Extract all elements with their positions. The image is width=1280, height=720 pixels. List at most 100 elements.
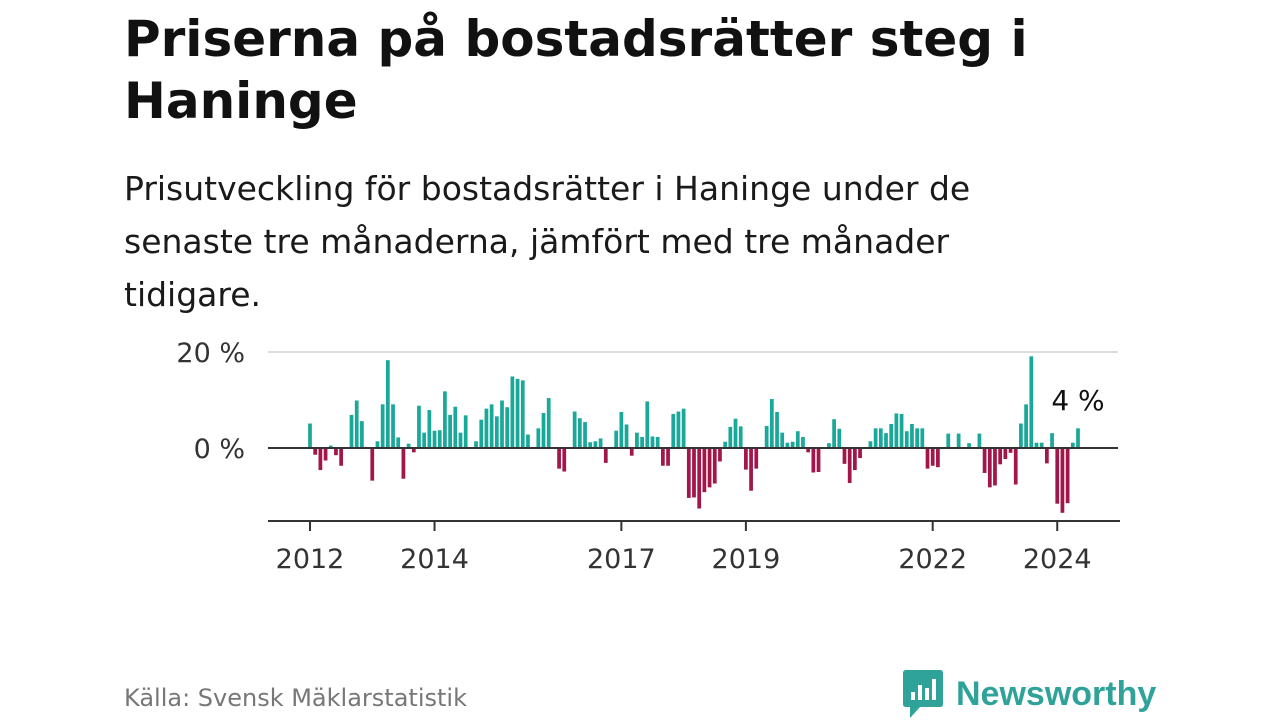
bar-57 [603, 448, 608, 463]
bar-123 [946, 433, 951, 448]
bar-109 [873, 428, 878, 448]
bar-145 [1060, 448, 1065, 513]
bar-101 [832, 419, 836, 448]
bar-131 [987, 448, 992, 488]
bar-37 [500, 400, 504, 448]
bar-133 [998, 448, 1003, 465]
bar-141 [1039, 442, 1044, 448]
bar-86 [754, 448, 759, 469]
bar-140 [1034, 442, 1039, 448]
bar-94 [795, 431, 800, 448]
bar-36 [494, 416, 499, 448]
bar-12 [370, 448, 375, 481]
bar-22 [422, 432, 427, 448]
bar-54 [588, 442, 593, 448]
bar-79 [718, 448, 722, 462]
bar-17 [396, 437, 401, 448]
bar-129 [977, 433, 982, 448]
bar-38 [505, 407, 510, 448]
bar-18 [401, 448, 406, 479]
newsworthy-logo: Newsworthy [902, 668, 1156, 720]
bar-85 [749, 448, 753, 491]
bar-34 [484, 408, 489, 448]
bar-0 [308, 423, 312, 448]
bar-97 [811, 448, 816, 473]
bar-27 [448, 414, 452, 448]
x-tick-label: 2019 [712, 544, 781, 575]
x-tick-label: 2024 [1023, 544, 1092, 575]
bar-116 [910, 424, 914, 448]
bar-55 [593, 441, 598, 448]
bar-142 [1045, 448, 1049, 464]
bar-45 [541, 412, 546, 448]
chart-subtitle: Prisutveckling för bostadsrätter i Hanin… [124, 169, 971, 314]
bar-112 [889, 424, 894, 448]
bar-52 [577, 418, 582, 448]
bar-61 [624, 424, 629, 448]
bar-40 [515, 378, 520, 448]
bar-76 [702, 448, 707, 493]
bar-106 [858, 448, 862, 459]
bar-59 [614, 430, 619, 448]
bar-111 [884, 433, 888, 448]
x-tick-label: 2012 [276, 544, 345, 575]
bar-127 [967, 443, 971, 448]
bar-30 [463, 415, 468, 448]
bar-64 [640, 436, 644, 448]
bar-91 [780, 432, 785, 448]
bar-4 [328, 445, 333, 448]
bar-90 [775, 412, 779, 448]
bar-121 [936, 448, 940, 468]
bar-148 [1076, 428, 1080, 448]
bar-82 [733, 418, 738, 448]
bar-25 [437, 430, 442, 448]
bar-8 [349, 414, 354, 448]
x-tick-label: 2017 [587, 544, 656, 575]
bar-143 [1050, 433, 1054, 448]
bar-14 [380, 404, 385, 448]
bar-5 [334, 448, 338, 456]
chart-title: Priserna på bostadsrätter steg i Haninge [124, 10, 1028, 130]
bar-41 [520, 380, 525, 448]
bar-35 [489, 404, 494, 448]
bar-15 [385, 360, 390, 448]
latest-value-label: 4 % [1051, 384, 1104, 417]
bar-125 [956, 433, 961, 448]
y-tick-label: 0 % [194, 434, 245, 465]
bar-51 [572, 411, 577, 448]
bar-96 [806, 448, 811, 453]
bar-118 [920, 428, 925, 448]
bar-78 [712, 448, 717, 484]
bar-77 [707, 448, 712, 488]
bar-83 [738, 426, 743, 448]
bar-19 [406, 443, 411, 448]
bar-104 [847, 448, 852, 484]
bar-115 [904, 431, 909, 448]
source-text: Källa: Svensk Mäklarstatistik [124, 684, 467, 712]
bar-53 [583, 422, 587, 448]
x-tick-label: 2014 [400, 544, 469, 575]
bar-98 [816, 448, 821, 472]
bar-132 [993, 448, 997, 486]
bar-70 [671, 413, 676, 448]
bar-120 [930, 448, 935, 466]
bar-138 [1024, 404, 1028, 448]
bar-21 [417, 405, 421, 448]
bar-24 [432, 430, 437, 448]
bar-114 [899, 413, 904, 448]
bar-135 [1008, 448, 1013, 453]
bar-119 [925, 448, 930, 469]
bar-130 [982, 448, 987, 473]
bar-66 [650, 436, 655, 448]
bar-108 [868, 441, 873, 448]
bar-62 [629, 448, 634, 456]
bar-67 [655, 436, 660, 448]
bar-63 [635, 432, 639, 448]
bar-10 [360, 421, 364, 448]
bar-102 [837, 428, 842, 448]
bar-23 [427, 410, 432, 448]
bar-113 [894, 413, 899, 448]
bar-92 [785, 442, 790, 448]
bar-144 [1055, 448, 1060, 504]
bar-33 [479, 419, 484, 448]
